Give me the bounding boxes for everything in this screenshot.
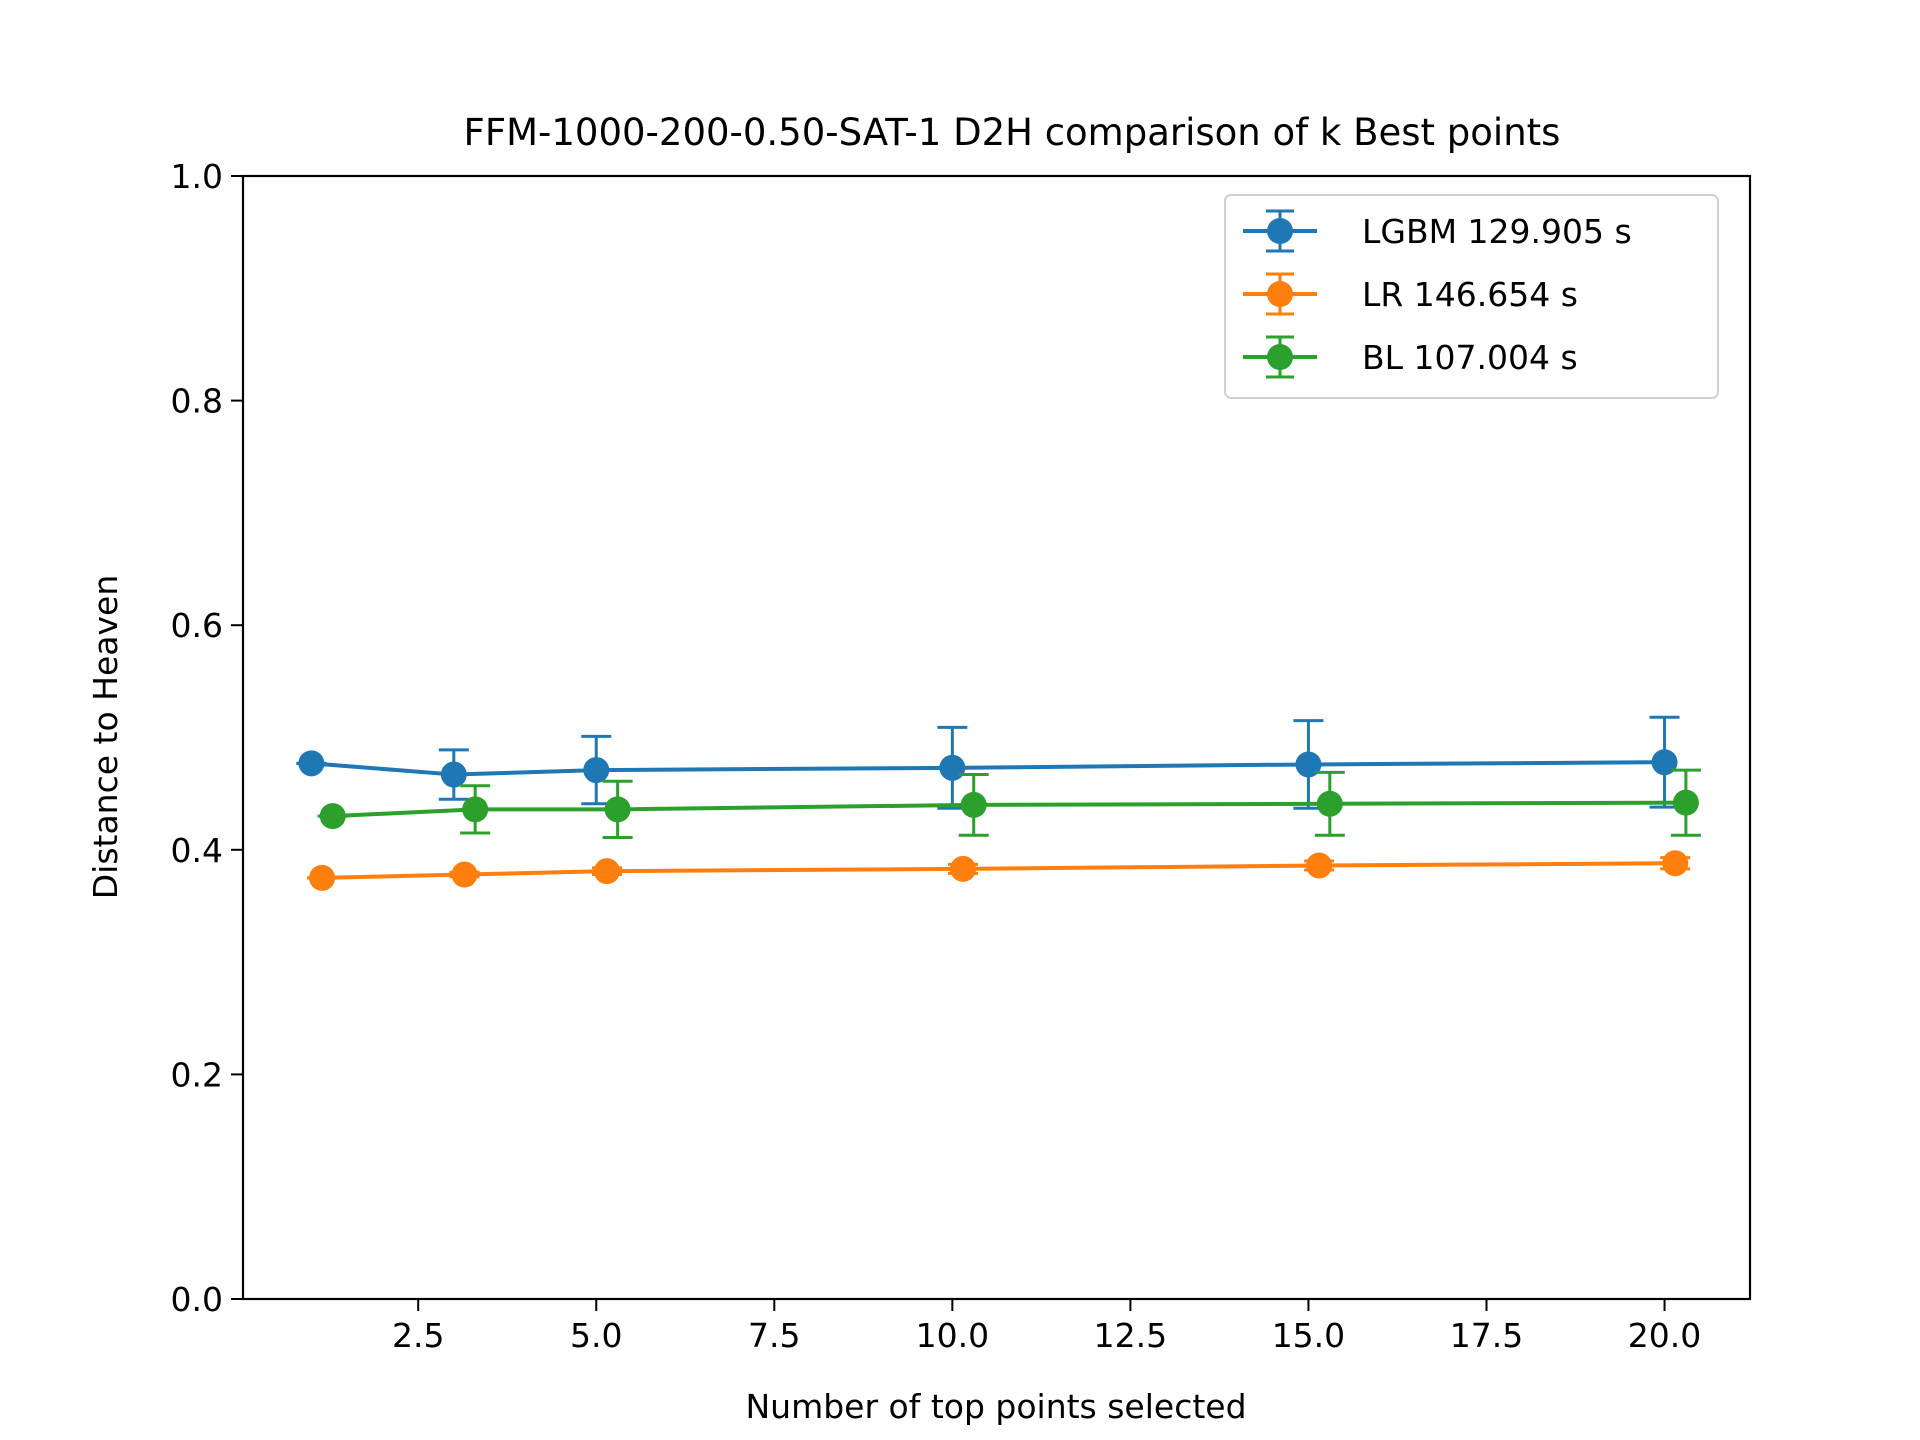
data-point bbox=[319, 803, 346, 830]
legend-swatch-marker bbox=[1267, 344, 1293, 370]
y-axis-label: Distance to Heaven bbox=[86, 575, 125, 900]
x-tick-label: 20.0 bbox=[1628, 1316, 1701, 1355]
data-point bbox=[604, 796, 631, 823]
x-axis: 2.5 5.0 7.5 10.0 12.5 15.0 17.5 20.0 bbox=[392, 1299, 1701, 1355]
y-tick-label: 0.8 bbox=[171, 382, 223, 421]
data-point bbox=[1316, 790, 1343, 817]
series-3 bbox=[317, 768, 1701, 839]
data-point bbox=[462, 796, 489, 823]
data-point bbox=[1662, 850, 1689, 877]
series-line bbox=[322, 861, 1676, 880]
series-2 bbox=[307, 850, 1691, 891]
legend-swatch-marker bbox=[1267, 218, 1293, 244]
data-point bbox=[950, 855, 977, 882]
chart-title: FFM-1000-200-0.50-SAT-1 D2H comparison o… bbox=[464, 111, 1561, 154]
x-tick-label: 7.5 bbox=[748, 1316, 800, 1355]
y-tick-label: 0.4 bbox=[171, 831, 223, 870]
legend-box bbox=[1224, 194, 1719, 399]
data-point bbox=[440, 761, 467, 788]
x-tick-label: 15.0 bbox=[1272, 1316, 1345, 1355]
x-tick-label: 5.0 bbox=[570, 1316, 622, 1355]
legend-label: BL 107.004 s bbox=[1362, 338, 1578, 377]
data-point bbox=[309, 864, 336, 891]
y-tick-label: 0.2 bbox=[171, 1055, 223, 1094]
legend-swatch-marker bbox=[1267, 281, 1293, 307]
y-tick-label: 0.0 bbox=[171, 1280, 223, 1319]
y-axis: 0.0 0.2 0.4 0.6 0.8 1.0 bbox=[171, 157, 243, 1319]
data-point bbox=[298, 750, 325, 777]
data-point bbox=[1306, 852, 1333, 879]
series-1 bbox=[296, 715, 1680, 810]
legend-label: LR 146.654 s bbox=[1362, 275, 1578, 314]
x-tick-label: 17.5 bbox=[1450, 1316, 1523, 1355]
x-tick-label: 2.5 bbox=[392, 1316, 444, 1355]
series-line bbox=[311, 760, 1665, 777]
x-tick-label: 10.0 bbox=[916, 1316, 989, 1355]
x-tick-label: 12.5 bbox=[1094, 1316, 1167, 1355]
data-point bbox=[1672, 789, 1699, 816]
x-axis-label: Number of top points selected bbox=[745, 1387, 1246, 1426]
plot-area bbox=[296, 715, 1701, 891]
y-tick-label: 1.0 bbox=[171, 157, 223, 196]
legend-label: LGBM 129.905 s bbox=[1362, 212, 1632, 251]
legend: LGBM 129.905 s LR 146.654 s BL 107.004 s bbox=[1224, 194, 1719, 399]
y-tick-label: 0.6 bbox=[171, 606, 223, 645]
data-point bbox=[451, 861, 478, 888]
series-line bbox=[332, 800, 1686, 819]
data-point bbox=[960, 791, 987, 818]
data-point bbox=[939, 754, 966, 781]
axes-frame bbox=[241, 174, 1752, 1301]
data-point bbox=[593, 858, 620, 885]
data-point bbox=[583, 757, 610, 784]
